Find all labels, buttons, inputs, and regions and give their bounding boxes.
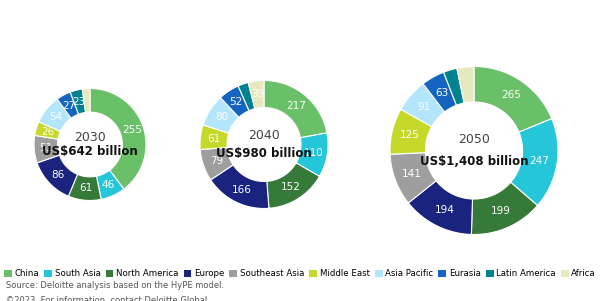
Text: Source: Deloitte analysis based on the HyPE model.: Source: Deloitte analysis based on the H… [6,281,224,290]
Text: 80: 80 [215,112,228,123]
Text: US$642 billion: US$642 billion [42,145,138,158]
Text: 2040: 2040 [248,129,280,142]
Text: 194: 194 [434,205,454,215]
Polygon shape [220,86,249,117]
Text: 61: 61 [207,134,220,144]
Polygon shape [238,82,255,111]
Text: 23: 23 [73,97,86,107]
Text: ©2023. For information, contact Deloitte Global.: ©2023. For information, contact Deloitte… [6,296,210,301]
Text: 247: 247 [529,156,550,166]
Polygon shape [511,119,558,206]
Polygon shape [35,122,61,139]
Text: 26: 26 [41,127,55,137]
Text: 265: 265 [501,91,521,101]
Polygon shape [200,125,229,150]
Text: 39: 39 [251,89,265,99]
Text: 255: 255 [122,126,142,135]
Polygon shape [409,181,472,234]
Text: 61: 61 [79,183,92,194]
Text: 52: 52 [230,97,243,107]
Text: 63: 63 [435,88,448,98]
Polygon shape [474,67,552,132]
Text: 27: 27 [62,101,76,110]
Text: 2050: 2050 [458,133,490,146]
Polygon shape [90,88,146,189]
Polygon shape [457,67,474,103]
Text: 91: 91 [418,102,431,112]
Text: 86: 86 [51,170,64,180]
Text: 199: 199 [491,206,511,216]
Legend: China, South Asia, North America, Europe, Southeast Asia, Middle East, Asia Paci: China, South Asia, North America, Europe… [4,269,596,278]
Polygon shape [203,98,239,133]
Text: 54: 54 [49,112,62,122]
Text: 141: 141 [402,169,422,179]
Text: 2030: 2030 [74,131,106,144]
Polygon shape [390,109,432,154]
Polygon shape [211,165,269,209]
Text: US$980 billion: US$980 billion [216,147,312,160]
Polygon shape [39,99,71,131]
Text: 152: 152 [281,182,301,192]
Polygon shape [401,84,445,127]
Polygon shape [200,147,233,180]
Text: US$1,408 billion: US$1,408 billion [420,155,528,168]
Polygon shape [264,80,327,138]
Polygon shape [68,174,101,200]
Text: 46: 46 [101,180,115,190]
Text: 79: 79 [209,156,223,166]
Polygon shape [443,68,464,105]
Polygon shape [267,163,319,208]
Polygon shape [82,88,90,113]
Polygon shape [97,170,124,199]
Polygon shape [472,182,538,234]
Polygon shape [70,89,86,114]
Polygon shape [423,72,457,112]
Polygon shape [390,153,436,203]
Text: 125: 125 [400,130,419,140]
Polygon shape [57,92,79,118]
Polygon shape [37,155,77,196]
Text: 51: 51 [40,143,53,153]
Polygon shape [248,80,264,109]
Text: 110: 110 [304,148,323,158]
Polygon shape [296,133,328,176]
Polygon shape [34,135,59,163]
Text: 217: 217 [286,101,306,111]
Text: 166: 166 [232,185,252,195]
